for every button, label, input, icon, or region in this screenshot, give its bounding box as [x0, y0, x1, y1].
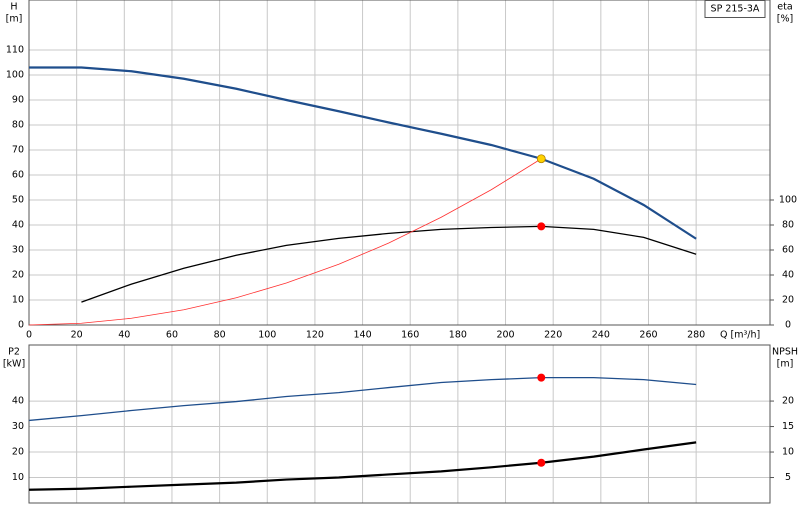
operating-point [537, 458, 546, 467]
y-tick-label: 80 [12, 120, 24, 131]
x-axis-label: Q [m³/h] [720, 330, 760, 341]
y-tick-label: 60 [12, 170, 24, 181]
y2-tick-label: 20 [782, 396, 794, 407]
y-tick-label: 50 [12, 195, 24, 206]
y2-axis-label: eta [777, 2, 792, 13]
y-tick-label: 30 [12, 421, 24, 432]
y2-axis-label: NPSH [772, 347, 798, 358]
x-tick-label: 280 [687, 330, 705, 341]
x-tick-label: 260 [639, 330, 657, 341]
x-tick-label: 80 [214, 330, 226, 341]
y2-tick-label: 5 [785, 472, 791, 483]
y2-tick-label: 15 [782, 421, 794, 432]
y-axis-label: [kW] [3, 359, 25, 370]
x-tick-label: 0 [26, 330, 32, 341]
x-tick-label: 180 [449, 330, 467, 341]
x-tick-label: 100 [258, 330, 276, 341]
y-axis-label: H [10, 2, 17, 13]
operating-point [536, 154, 546, 164]
plot-background [29, 0, 770, 325]
x-tick-label: 20 [71, 330, 83, 341]
y2-axis-label: [m] [777, 359, 794, 370]
x-tick-label: 40 [118, 330, 130, 341]
y2-tick-label: 40 [782, 270, 794, 281]
plot-background [29, 345, 770, 503]
y2-tick-label: 10 [782, 447, 794, 458]
y-axis-label: P2 [8, 347, 20, 358]
operating-point [537, 222, 546, 231]
y-tick-label: 20 [12, 447, 24, 458]
y-tick-label: 20 [12, 270, 24, 281]
x-tick-label: 120 [306, 330, 324, 341]
y-tick-label: 0 [18, 320, 24, 331]
title-box [704, 0, 766, 18]
y-axis-label: [m] [6, 14, 23, 25]
curve [28, 158, 542, 326]
plot-frame [28, 0, 771, 326]
y-tick-label: 90 [12, 95, 24, 106]
curve [28, 441, 697, 491]
y2-tick-label: 0 [785, 320, 791, 331]
curve [29, 66, 697, 240]
y2-tick-label: 60 [782, 245, 794, 256]
y-tick-label: 100 [6, 70, 24, 81]
y-tick-label: 30 [12, 245, 24, 256]
y-tick-label: 40 [12, 220, 24, 231]
y2-axis-label: [%] [777, 14, 793, 25]
x-tick-label: 160 [401, 330, 419, 341]
y-tick-label: 10 [12, 295, 24, 306]
curve [81, 225, 697, 303]
y-tick-label: 40 [12, 396, 24, 407]
y-tick-label: 70 [12, 145, 24, 156]
x-tick-label: 140 [353, 330, 371, 341]
plot-frame [28, 344, 771, 504]
operating-point [537, 373, 546, 382]
y-tick-label: 10 [12, 472, 24, 483]
x-tick-label: 60 [166, 330, 178, 341]
curve [28, 376, 697, 422]
x-tick-label: 220 [544, 330, 562, 341]
y-tick-label: 110 [6, 45, 24, 56]
x-tick-label: 240 [592, 330, 610, 341]
y2-tick-label: 20 [782, 295, 794, 306]
y2-tick-label: 80 [782, 220, 794, 231]
x-tick-label: 200 [496, 330, 514, 341]
chart-title: SP 215-3A [711, 4, 760, 15]
y2-tick-label: 100 [779, 195, 797, 206]
